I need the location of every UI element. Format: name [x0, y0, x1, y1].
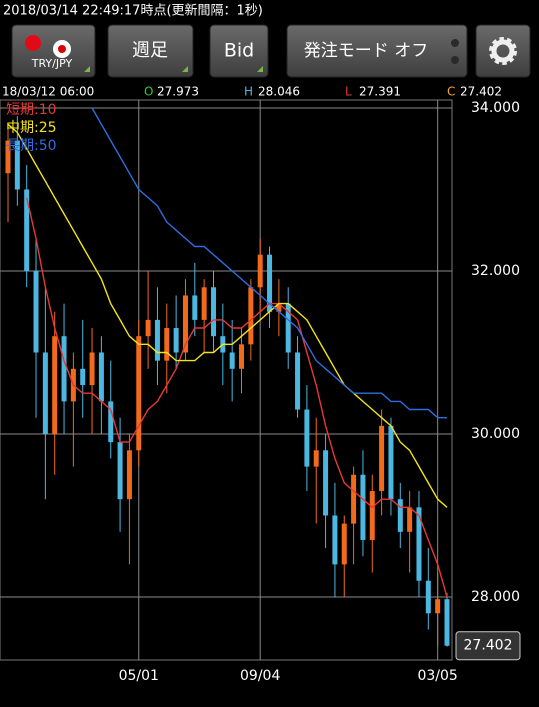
candle-body: [267, 254, 273, 312]
legend-entry: 短期:10: [6, 102, 57, 118]
x-tick-label: 05/01: [119, 668, 159, 684]
candle-body: [145, 319, 151, 337]
info-open: 27.973: [157, 85, 199, 99]
info-high: 28.046: [258, 85, 300, 99]
last-price-box: [455, 631, 521, 661]
candle-body: [229, 352, 235, 369]
candle-body: [80, 368, 86, 386]
candle-body: [33, 270, 39, 353]
candle-body: [52, 336, 58, 434]
candle-body: [98, 352, 104, 402]
corner: [257, 66, 263, 72]
candle-body: [407, 507, 413, 532]
ma-line: [26, 197, 448, 598]
side-button[interactable]: Bid: [209, 24, 269, 78]
period-button[interactable]: 週足: [107, 24, 194, 78]
candle-body: [369, 491, 375, 540]
x-tick-label: 03/05: [417, 668, 457, 684]
pair-label[interactable]: TRY/JPY: [31, 57, 73, 70]
candle-body: [276, 303, 282, 312]
button-bg[interactable]: [107, 24, 194, 78]
corner: [182, 66, 188, 72]
candle-body: [388, 425, 394, 500]
order-mode-button[interactable]: 発注モード オフ: [286, 24, 468, 78]
candle-body: [285, 303, 291, 353]
flag-tr: [25, 35, 41, 51]
order-mode-label[interactable]: 発注モード オフ: [304, 41, 428, 61]
candle-body: [108, 401, 114, 443]
candle-body: [136, 336, 142, 451]
candle-body: [117, 442, 123, 500]
info-low: 27.391: [359, 85, 401, 99]
candle-body: [379, 425, 385, 492]
candle-body: [182, 295, 188, 353]
candle-body: [192, 295, 198, 320]
candle-body: [360, 474, 366, 540]
last-price-label: 27.402: [464, 638, 513, 654]
x-tick-label: 09/04: [240, 668, 280, 684]
candle-body: [435, 599, 441, 614]
info-high-label: H: [244, 85, 253, 99]
candle-body: [89, 352, 95, 386]
candle-body: [248, 287, 254, 345]
candle-body: [313, 450, 319, 467]
settings-button[interactable]: [475, 24, 531, 78]
legend-entry: 中期:25: [6, 120, 57, 136]
candle-body: [304, 409, 310, 467]
candle-body: [444, 599, 450, 646]
period-label[interactable]: 週足: [132, 40, 168, 61]
ma-line: [7, 123, 448, 508]
candle-body: [397, 499, 403, 532]
candle-body: [341, 523, 347, 565]
candle-body: [257, 254, 263, 288]
candle-body: [173, 328, 179, 353]
candle-body: [164, 328, 170, 361]
pair-button[interactable]: TRY/JPY: [11, 24, 96, 78]
candle-body: [351, 474, 357, 524]
button-bg[interactable]: [286, 24, 468, 78]
y-tick-label: 32.000: [471, 263, 520, 279]
corner: [84, 66, 90, 72]
candle-body: [24, 189, 30, 271]
candle-body: [210, 287, 216, 337]
info-low-label: L: [345, 85, 352, 99]
toggle-dot: [451, 56, 459, 64]
plot-frame: [0, 99, 453, 661]
candle-body: [5, 140, 11, 174]
info-open-label: O: [144, 85, 153, 99]
y-tick-label: 30.000: [471, 426, 520, 442]
status-text: 2018/03/14 22:49:17時点(更新間隔：1秒): [3, 3, 263, 19]
candle-body: [154, 319, 160, 361]
y-tick-label: 28.000: [471, 589, 520, 605]
info-date: 18/03/12 06:00: [2, 85, 94, 99]
candle-body: [323, 450, 329, 516]
button-bg[interactable]: [209, 24, 269, 78]
info-close: 27.402: [460, 85, 502, 99]
candle-body: [126, 450, 132, 500]
y-tick-label: 34.000: [471, 100, 520, 116]
candle-body: [239, 344, 245, 369]
toggle-dot: [451, 39, 459, 47]
candle-body: [61, 336, 67, 402]
flag-jp-dot: [58, 45, 66, 53]
candle-body: [416, 507, 422, 581]
button-bg[interactable]: [475, 24, 531, 78]
ma-line: [91, 107, 447, 419]
gear-ring: [491, 39, 515, 63]
info-close-label: C: [447, 85, 455, 99]
candle-body: [201, 287, 207, 320]
candle-body: [425, 580, 431, 614]
legend-entry: 長期:50: [6, 138, 57, 154]
candle-body: [295, 352, 301, 410]
candle-body: [14, 140, 20, 190]
candle-body: [332, 515, 338, 565]
side-label[interactable]: Bid: [224, 40, 254, 62]
candle-body: [42, 352, 48, 434]
